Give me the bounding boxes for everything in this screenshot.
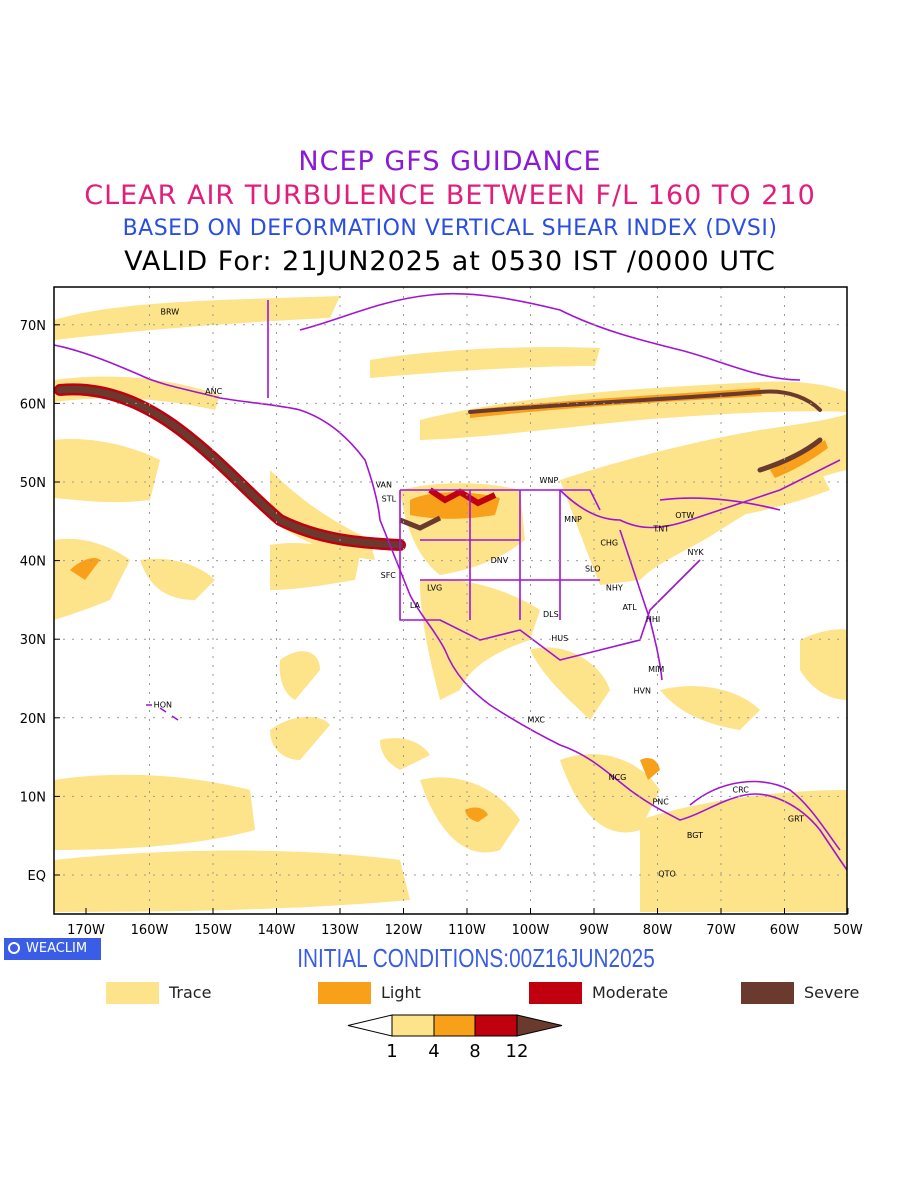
legend-label: Severe <box>804 983 860 1002</box>
lat-label: 60N <box>20 397 46 412</box>
legend-label: Light <box>381 983 421 1002</box>
station-label: MXC <box>528 716 546 725</box>
lat-label: 10N <box>20 790 46 805</box>
lat-label: 40N <box>20 555 46 570</box>
station-label: MIM <box>648 665 664 674</box>
title-line-3: BASED ON DEFORMATION VERTICAL SHEAR INDE… <box>122 216 778 241</box>
lat-lon-gridlines <box>54 287 847 914</box>
station-label: GRT <box>788 815 804 824</box>
station-label: HHI <box>646 615 660 624</box>
colorbar: 1 4 8 12 <box>347 1014 563 1062</box>
title-line-2: CLEAR AIR TURBULENCE BETWEEN F/L 160 TO … <box>84 180 816 211</box>
lon-label: 60W <box>770 923 800 938</box>
colorbar-tick-label: 4 <box>428 1041 439 1062</box>
lat-label: 70N <box>20 319 46 334</box>
station-label: NCG <box>609 773 627 782</box>
colorbar-segment <box>474 1014 518 1037</box>
badge-label: WEACLIM <box>26 941 88 956</box>
station-label: BRW <box>160 308 179 317</box>
station-label: STL <box>382 495 397 504</box>
lon-label: 100W <box>512 923 550 938</box>
weaclim-badge: WEACLIM <box>4 938 101 960</box>
station-label: VAN <box>376 481 392 490</box>
station-label: HON <box>154 701 172 710</box>
lon-label: 90W <box>579 923 609 938</box>
legend-label: Moderate <box>592 983 669 1002</box>
colorbar-tick-label: 8 <box>469 1041 480 1062</box>
colorbar-low-triangle <box>347 1014 393 1037</box>
station-label: SFC <box>381 571 397 580</box>
lon-label: 120W <box>385 923 423 938</box>
station-label: HVN <box>634 686 651 695</box>
lon-label: 110W <box>448 923 486 938</box>
legend-swatch <box>529 982 582 1004</box>
lat-label: EQ <box>28 869 46 884</box>
station-label: QTO <box>658 870 675 879</box>
map-frame <box>53 286 848 915</box>
legend-swatch <box>318 982 371 1004</box>
station-label: DLS <box>543 610 559 619</box>
station-label: NHY <box>606 583 623 592</box>
station-label: CRC <box>733 785 750 794</box>
colorbar-tick-label: 1 <box>386 1041 397 1062</box>
station-labels: BRW ANC VAN STL WNP MNP TNT OTW CHG NYK DNV SFC SLO L… <box>154 308 804 879</box>
station-label: CHG <box>600 539 618 548</box>
legend-swatch <box>106 982 159 1004</box>
initial-conditions-label: INITIAL CONDITIONS:00Z16JUN2025 <box>297 943 655 973</box>
lon-label: 170W <box>67 923 105 938</box>
lat-label: 30N <box>20 633 46 648</box>
valid-time-line: VALID For: 21JUN2025 at 0530 IST /0000 U… <box>124 246 776 277</box>
lon-label: 160W <box>131 923 169 938</box>
station-label: DNV <box>491 556 509 565</box>
lon-label: 70W <box>706 923 736 938</box>
circle-logo-icon <box>8 942 20 954</box>
trace-turbulence-areas <box>54 296 847 912</box>
colorbar-tick-label: 12 <box>506 1041 529 1062</box>
station-label: WNP <box>540 476 559 485</box>
station-label: ANC <box>205 387 222 396</box>
lat-label: 50N <box>20 476 46 491</box>
lon-label: 140W <box>258 923 296 938</box>
title-line-1: NCEP GFS GUIDANCE <box>298 146 602 177</box>
colorbar-segment <box>391 1014 435 1037</box>
map-axes: 170W 160W 150W 140W 130W 120W 110W 100W 90W 80W 70… <box>20 319 863 938</box>
station-label: TNT <box>652 525 669 534</box>
station-label: HUS <box>551 634 568 643</box>
station-label: BGT <box>687 831 703 840</box>
lon-label: 50W <box>833 923 863 938</box>
colorbar-segment <box>433 1014 476 1037</box>
station-label: PNC <box>652 797 669 806</box>
legend-label: Trace <box>169 983 212 1002</box>
station-label: MNP <box>564 515 582 524</box>
lon-label: 80W <box>643 923 673 938</box>
legend-swatch <box>741 982 794 1004</box>
station-label: LVG <box>427 583 442 592</box>
lon-label: 150W <box>194 923 232 938</box>
lon-label: 130W <box>321 923 359 938</box>
map-plot-area <box>54 292 847 912</box>
station-label: SLO <box>585 565 601 574</box>
colorbar-high-triangle <box>516 1014 563 1037</box>
station-label: NYK <box>688 548 705 557</box>
lat-label: 20N <box>20 712 46 727</box>
station-label: OTW <box>675 511 694 520</box>
station-label: LA <box>410 601 421 610</box>
coastlines-and-borders <box>54 292 847 871</box>
station-label: ATL <box>622 603 637 612</box>
